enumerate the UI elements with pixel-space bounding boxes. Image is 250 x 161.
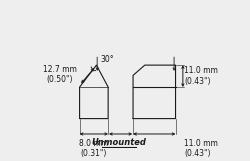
Text: 11.0 mm
(0.43"): 11.0 mm (0.43") <box>184 66 218 86</box>
Text: Unmounted: Unmounted <box>92 138 146 147</box>
Text: 30°: 30° <box>100 55 114 64</box>
Text: 11.0 mm
(0.43"): 11.0 mm (0.43") <box>184 139 218 158</box>
Text: 12.7 mm
(0.50"): 12.7 mm (0.50") <box>43 65 77 84</box>
Text: 8.0 mm
(0.31"): 8.0 mm (0.31") <box>79 139 108 158</box>
